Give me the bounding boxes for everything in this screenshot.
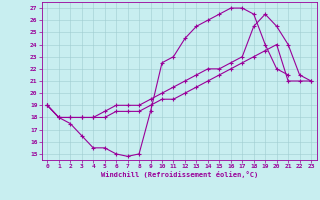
X-axis label: Windchill (Refroidissement éolien,°C): Windchill (Refroidissement éolien,°C) (100, 171, 258, 178)
